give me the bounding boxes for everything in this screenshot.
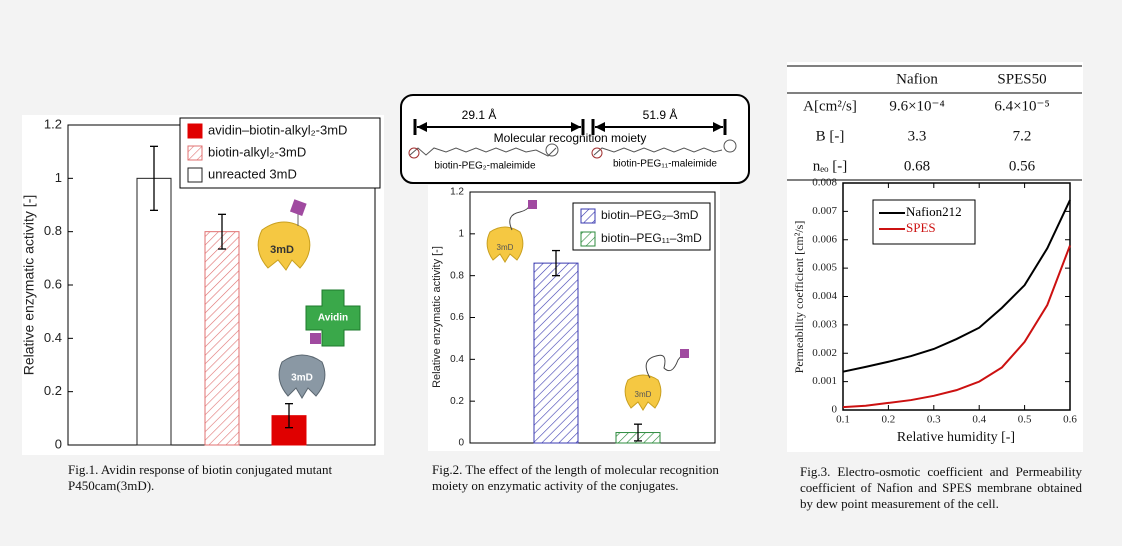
illustration-label: 3mD xyxy=(291,373,313,384)
x-tick-label: 0.3 xyxy=(927,414,941,426)
y-tick-label: 0.008 xyxy=(812,177,837,189)
y-tick-label: 0.2 xyxy=(450,396,464,407)
table-cell: 0.68 xyxy=(904,158,930,174)
table-header: Nafion xyxy=(896,71,938,87)
legend-box xyxy=(572,202,711,251)
x-tick-label: 0.1 xyxy=(836,414,850,426)
y-tick-label: 0.6 xyxy=(44,276,62,291)
length-label: 51.9 Å xyxy=(643,107,678,122)
caption: Fig.1. Avidin response of biotin conjuga… xyxy=(68,462,333,493)
y-tick-label: 0 xyxy=(55,436,62,451)
legend-label: SPES xyxy=(906,220,936,235)
legend-label: avidin–biotin-alkyl₂-3mD xyxy=(208,122,347,137)
fig1-illustration: 3mD Avidin 3mD xyxy=(257,199,361,399)
y-tick-label: 0.8 xyxy=(450,270,464,281)
line-series xyxy=(842,199,1071,373)
x-tick-label: 0.5 xyxy=(1018,414,1032,426)
y-tick-label: 0.4 xyxy=(44,330,62,345)
error-bar xyxy=(150,145,158,211)
error-bar xyxy=(285,403,293,429)
illustration-label: 3mD xyxy=(497,243,514,252)
illustration-label: 3mD xyxy=(635,390,652,399)
y-tick-label: 1 xyxy=(458,228,464,239)
legend-label: biotin–PEG₁₁–3mD xyxy=(601,231,702,245)
table-cell: B [-] xyxy=(816,128,845,144)
table-cell: 9.6×10⁻⁴ xyxy=(889,98,944,114)
diagram-label: Molecular recognition moiety xyxy=(494,131,647,145)
legend-label: biotin-alkyl₂-3mD xyxy=(208,144,306,159)
legend-label: biotin–PEG₂–3mD xyxy=(601,208,699,222)
table-cell: 3.3 xyxy=(908,128,927,144)
y-tick-label: 0.002 xyxy=(812,347,837,359)
legend-swatch xyxy=(580,231,596,247)
fig3-panel xyxy=(787,62,1083,452)
y-tick-label: 1.2 xyxy=(44,116,62,131)
table-cell: A[cm²/s] xyxy=(803,98,857,114)
y-tick-label: 0 xyxy=(458,438,464,449)
table-cell: nₑₒ [-] xyxy=(813,158,847,174)
fig2-diagram: 29.1 Å 51.9 Å Molecular recognition moie… xyxy=(400,94,750,184)
y-tick-label: 0.006 xyxy=(812,233,837,245)
y-tick-label: 1 xyxy=(55,170,62,185)
error-bar xyxy=(634,423,642,442)
y-tick-label: 0.8 xyxy=(44,223,62,238)
error-bar xyxy=(218,213,226,250)
y-axis-label: Permeability coefficient [cm²/s] xyxy=(792,221,806,374)
error-bar xyxy=(552,249,560,277)
legend-swatch xyxy=(187,167,203,183)
bar xyxy=(136,177,172,446)
legend-box xyxy=(872,199,976,245)
table-cell: 0.56 xyxy=(1009,158,1036,174)
x-tick-label: 0.6 xyxy=(1063,414,1077,426)
bar xyxy=(533,262,579,444)
illustration-label: 3mD xyxy=(270,244,294,256)
x-tick-label: 0.4 xyxy=(972,414,986,426)
caption: Fig.2. The effect of the length of molec… xyxy=(432,462,719,493)
table-header: SPES50 xyxy=(997,71,1046,87)
length-label: 29.1 Å xyxy=(462,107,497,122)
table-cell: 7.2 xyxy=(1013,128,1032,144)
y-tick-label: 0.004 xyxy=(812,290,837,302)
y-tick-label: 0.005 xyxy=(812,262,837,274)
illustration-label: Avidin xyxy=(318,313,348,324)
legend-swatch xyxy=(187,145,203,161)
y-tick-label: 0.2 xyxy=(44,383,62,398)
legend-swatch xyxy=(187,123,203,139)
y-tick-label: 0.4 xyxy=(450,354,464,365)
fig2-illustration: 3mD 3mD xyxy=(486,200,689,411)
line-series xyxy=(842,245,1071,409)
x-tick-label: 0.2 xyxy=(882,414,896,426)
y-tick-label: 1.2 xyxy=(450,187,464,198)
y-tick-label: 0 xyxy=(832,404,838,416)
legend-box xyxy=(179,117,381,189)
y-tick-label: 0.007 xyxy=(812,205,837,217)
y-axis-label: Relative enzymatic activity [-] xyxy=(431,246,443,388)
caption: Fig.3. Electro-osmotic coefficient and P… xyxy=(800,464,1082,511)
y-tick-label: 0.003 xyxy=(812,318,837,330)
molecule-label: biotin-PEG₁₁-maleimide xyxy=(613,159,717,170)
y-tick-label: 0.001 xyxy=(812,375,837,387)
x-axis-label: Relative humidity [-] xyxy=(897,430,1015,445)
y-tick-label: 0.6 xyxy=(450,312,464,323)
legend-label: Nafion212 xyxy=(906,204,962,219)
legend-swatch xyxy=(580,208,596,224)
legend-label: unreacted 3mD xyxy=(208,166,297,181)
molecule-label: biotin-PEG₂-maleimide xyxy=(434,161,536,172)
bar xyxy=(204,231,240,446)
y-axis-label: Relative enzymatic activity [-] xyxy=(21,195,37,376)
table-cell: 6.4×10⁻⁵ xyxy=(994,98,1049,114)
